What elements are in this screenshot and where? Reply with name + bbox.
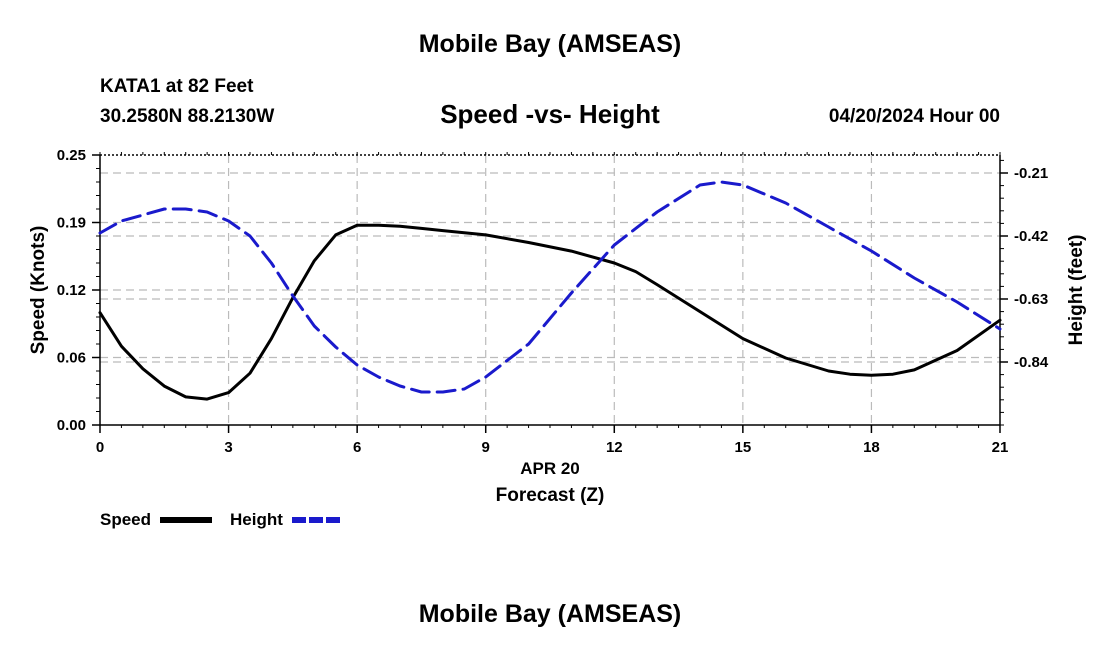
y-tick-label: 0.25 — [57, 147, 86, 164]
series-line-speed — [98, 223, 1002, 401]
series-lines — [98, 180, 1002, 401]
y2-tick-label: -0.42 — [1014, 228, 1048, 245]
x-tick-label: 12 — [606, 439, 623, 456]
x-tick-label: 6 — [353, 439, 361, 456]
x-tick-label: 0 — [96, 439, 104, 456]
y-axis-label: Speed (Knots) — [28, 226, 49, 355]
legend-label-speed: Speed — [100, 510, 151, 529]
y-tick-label: 0.19 — [57, 215, 86, 232]
x-axis-label: APR 20 — [520, 459, 580, 478]
x-tick-label: 9 — [482, 439, 490, 456]
y2-axis-label: Height (feet) — [1066, 235, 1087, 346]
chart-title: Speed -vs- Height — [440, 99, 660, 129]
legend-label-height: Height — [230, 510, 283, 529]
series-line-height — [98, 180, 1002, 394]
axes: 0 3 6 9 12 15 18 21 0.00 0.06 0.12 0.19 0.25 -0.21 -0.… — [57, 147, 1049, 456]
station-name: KATA1 at 82 Feet — [100, 76, 254, 97]
y2-tick-label: -0.21 — [1014, 165, 1048, 182]
x-tick-label: 3 — [224, 439, 232, 456]
speed-height-chart: 0 3 6 9 12 15 18 21 0.00 0.06 0.12 0.19 0.25 -0.21 -0.… — [28, 147, 1087, 529]
grid-lines — [100, 155, 1000, 425]
y2-tick-label: -0.84 — [1014, 354, 1049, 371]
y2-tick-label: -0.63 — [1014, 291, 1048, 308]
x-tick-label: 15 — [735, 439, 752, 456]
y-tick-label: 0.00 — [57, 417, 86, 434]
x-tick-label: 21 — [992, 439, 1009, 456]
y-tick-label: 0.12 — [57, 282, 86, 299]
y-tick-label: 0.06 — [57, 350, 86, 367]
x-axis-title: Forecast (Z) — [496, 485, 605, 506]
footer-title: Mobile Bay (AMSEAS) — [418, 600, 682, 628]
legend: Speed Height — [100, 510, 342, 529]
station-coordinates: 30.2580N 88.2130W — [100, 106, 275, 127]
page-title: Mobile Bay (AMSEAS) — [418, 30, 682, 58]
forecast-date: 04/20/2024 Hour 00 — [828, 106, 1000, 127]
x-tick-label: 18 — [863, 439, 880, 456]
